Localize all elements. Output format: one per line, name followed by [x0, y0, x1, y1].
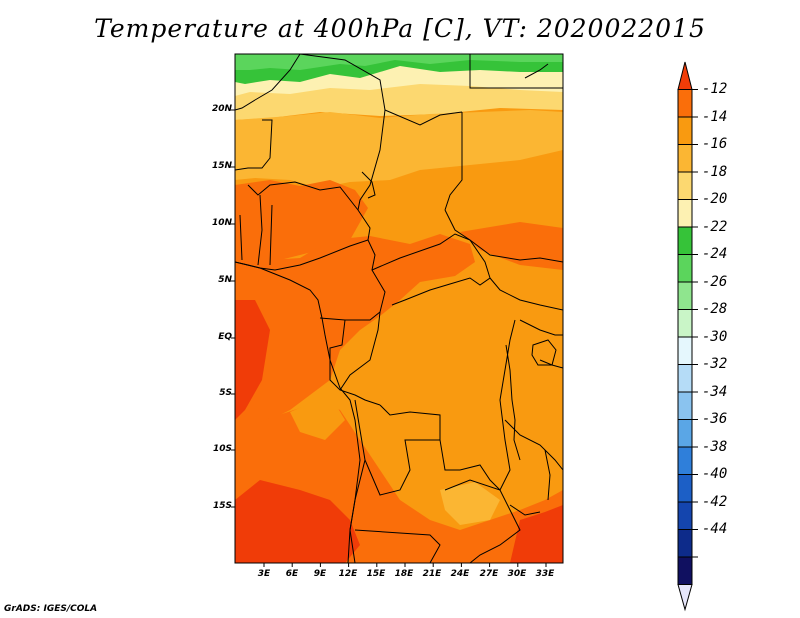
lake-chad [361, 171, 376, 199]
colorbar-segment-5 [677, 199, 693, 228]
lake-victoria [531, 339, 557, 366]
temperature-field [235, 54, 563, 563]
colorbar-segment-14 [677, 446, 693, 475]
patch-minus18-south [440, 482, 500, 525]
colorbar-segment-8 [677, 281, 693, 310]
border-south-sudan [489, 277, 563, 311]
y-tick-label-5n: 5N [218, 275, 232, 285]
band-minus12-southeast [510, 505, 563, 563]
y-tick-label-5s: 5S [219, 388, 232, 398]
colorbar-bottom-arrow [677, 584, 693, 612]
plot-title: Temperature at 400hPa [C], VT: 202002201… [94, 14, 706, 43]
colorbar-label-minus24: -24 [702, 246, 728, 262]
colorbar-segment-1 [677, 89, 693, 118]
colorbar-segment-12 [677, 391, 693, 420]
axis-ticks [231, 109, 547, 567]
band-minus18-north [235, 110, 563, 188]
colorbar-segment-16 [677, 501, 693, 530]
border-cameroon [319, 239, 386, 321]
border-drc [379, 319, 516, 491]
colorbar-label-minus14: -14 [702, 109, 728, 125]
atlantic-coastline [235, 261, 361, 563]
x-tick-label-21e: 21E [422, 569, 442, 579]
nile-delta [524, 63, 549, 79]
x-tick-label-18e: 18E [394, 569, 414, 579]
colorbar-segment-6 [677, 226, 693, 255]
y-tick-label-eq: EQ [218, 332, 232, 342]
band-minus12-west [235, 300, 270, 420]
colorbar-label-minus16: -16 [702, 136, 728, 152]
colorbar-label-minus28: -28 [702, 301, 728, 317]
colorbar-segment-7 [677, 254, 693, 283]
patch-minus16-southwest [290, 395, 345, 440]
colorbar-label-minus36: -36 [702, 411, 728, 427]
y-tick-label-15n: 15N [211, 161, 232, 171]
colorbar-label-minus30: -30 [702, 329, 728, 345]
colorbar-segment-2 [677, 116, 693, 145]
colorbar-segment-17 [677, 529, 693, 558]
colorbar-label-minus34: -34 [702, 384, 728, 400]
border-libya-chad-sudan [384, 54, 563, 211]
border-benin-togo-ghana [239, 194, 273, 266]
colorbar-segment-11 [677, 364, 693, 393]
colorbar-segment-4 [677, 171, 693, 200]
lake-tanganyika [505, 344, 521, 461]
x-tick-label-33e: 33E [535, 569, 555, 579]
y-tick-label-10n: 10N [211, 218, 232, 228]
x-tick-label-24e: 24E [450, 569, 470, 579]
x-tick-label-9e: 9E [313, 569, 327, 579]
coastlines-and-lakes [235, 63, 557, 563]
band-minus24 [235, 54, 563, 70]
map-frame [234, 53, 564, 564]
border-angola-namibia [354, 529, 441, 563]
border-nigeria [235, 181, 371, 271]
border-angola-zambia [364, 439, 440, 496]
colorbar-label-minus26: -26 [702, 274, 728, 290]
x-tick-label-3e: 3E [257, 569, 271, 579]
colorbar-segment-9 [677, 309, 693, 338]
colorbar [677, 61, 698, 612]
x-tick-label-30e: 30E [507, 569, 527, 579]
x-tick-label-6e: 6E [285, 569, 299, 579]
border-mali [235, 119, 273, 171]
x-tick-label-12e: 12E [338, 569, 358, 579]
colorbar-segment-15 [677, 474, 693, 503]
colorbar-label-minus32: -32 [702, 356, 728, 372]
colorbar-label-minus18: -18 [702, 164, 728, 180]
colorbar-label-minus22: -22 [702, 219, 728, 235]
colorbar-label-minus20: -20 [702, 191, 728, 207]
colorbar-top-arrow [677, 61, 693, 90]
x-tick-label-27e: 27E [479, 569, 499, 579]
colorbar-segment-13 [677, 419, 693, 448]
band-minus14-central [235, 234, 475, 432]
border-sudan-south [444, 209, 563, 263]
y-tick-label-10s: 10S [212, 444, 232, 454]
lake-kariba [509, 504, 541, 516]
colorbar-label-minus42: -42 [702, 494, 728, 510]
border-congo [339, 311, 381, 391]
colorbar-segment-18 [677, 556, 693, 585]
colorbar-label-minus40: -40 [702, 466, 728, 482]
country-borders [235, 54, 563, 563]
colorbar-label-minus44: -44 [702, 521, 728, 537]
grads-credit: GrADS: IGES/COLA [4, 604, 98, 614]
border-gabon-congo [329, 319, 381, 406]
colorbar-label-minus38: -38 [702, 439, 728, 455]
lake-malawi [544, 449, 551, 501]
x-tick-label-15e: 15E [366, 569, 386, 579]
colorbar-label-minus12: -12 [702, 81, 728, 97]
y-tick-label-20n: 20N [211, 104, 232, 114]
colorbar-segment-10 [677, 336, 693, 365]
y-tick-label-15s: 15S [212, 501, 232, 511]
band-minus12-southwest [235, 480, 360, 563]
colorbar-segment-3 [677, 144, 693, 173]
border-algeria-niger [235, 54, 386, 211]
border-zambia-zimbabwe [444, 479, 521, 563]
